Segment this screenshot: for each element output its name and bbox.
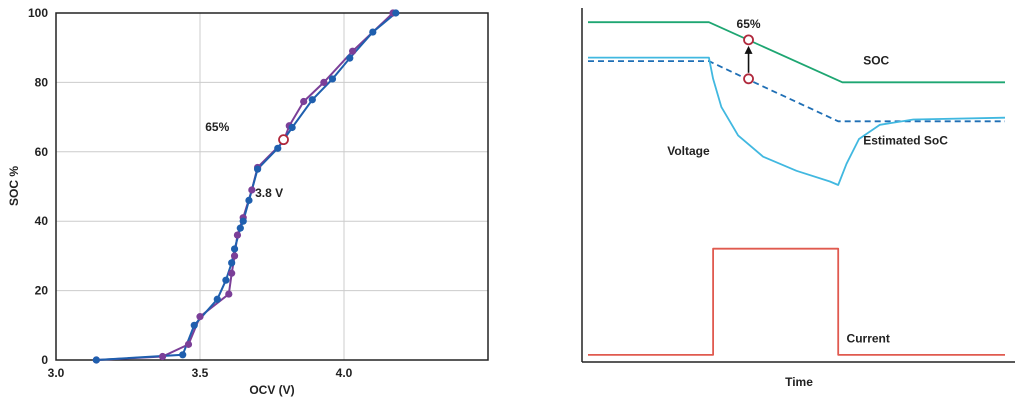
left-data-point-0 bbox=[184, 340, 193, 348]
left-y-tick-label: 20 bbox=[35, 284, 49, 298]
left-y-tick-label: 40 bbox=[35, 214, 49, 228]
left-data-point-1 bbox=[328, 75, 337, 83]
right-arrow-head bbox=[744, 45, 753, 54]
left-annotation: 65% bbox=[205, 120, 229, 134]
left-data-point-1 bbox=[92, 356, 100, 364]
right-series-line-estimated-soc bbox=[588, 60, 1005, 123]
left-annotations: 65% 3.8 V bbox=[205, 120, 283, 200]
left-data-point-1 bbox=[179, 351, 187, 359]
left-data-point-0 bbox=[158, 352, 167, 361]
left-data-point-1 bbox=[308, 96, 316, 104]
left-plot-frame bbox=[55, 12, 489, 361]
soc-vs-ocv-chart: 0 20 40 60 80 100 3.0 3.5 4.0 OCV (V) SOC % 65% 3… bbox=[7, 6, 489, 397]
right-highlight-marker bbox=[743, 73, 754, 85]
left-data-point-1 bbox=[245, 196, 253, 204]
left-data-point-1 bbox=[369, 28, 377, 36]
left-data-point-1 bbox=[236, 224, 244, 232]
left-data-point-1 bbox=[190, 321, 198, 329]
right-series-line-soc bbox=[588, 21, 1005, 84]
left-x-tick-label: 3.5 bbox=[192, 366, 209, 380]
left-y-tick-label: 80 bbox=[35, 75, 49, 89]
left-data-point-0 bbox=[225, 290, 233, 298]
left-x-tick-label: 4.0 bbox=[336, 366, 353, 380]
left-highlight-marker bbox=[278, 134, 289, 146]
right-series bbox=[588, 21, 1006, 356]
right-series-line-voltage bbox=[588, 56, 1006, 186]
left-data-point-0 bbox=[228, 269, 236, 277]
left-tick-labels: 0 20 40 60 80 100 3.0 3.5 4.0 bbox=[28, 6, 353, 380]
left-data-point-1 bbox=[239, 217, 247, 225]
left-data-point-1 bbox=[230, 245, 239, 253]
left-data-point-0 bbox=[230, 252, 239, 260]
left-data-point-1 bbox=[213, 295, 221, 303]
right-series-label: Estimated SoC bbox=[863, 133, 948, 147]
left-y-tick-label: 0 bbox=[41, 353, 48, 367]
right-series-label: SOC bbox=[863, 54, 889, 68]
left-data-point-0 bbox=[196, 313, 204, 321]
left-x-tick-label: 3.0 bbox=[48, 366, 65, 380]
left-data-point-0 bbox=[349, 47, 357, 55]
left-data-point-0 bbox=[233, 231, 242, 239]
left-series-line-1 bbox=[96, 12, 397, 361]
left-data-point-0 bbox=[320, 78, 328, 86]
left-data-point-1 bbox=[254, 165, 262, 173]
left-data-point-1 bbox=[228, 259, 236, 267]
left-data-point-1 bbox=[274, 144, 282, 152]
left-data-point-1 bbox=[346, 54, 354, 62]
left-data-point-1 bbox=[288, 123, 296, 132]
left-data-point-0 bbox=[300, 97, 308, 106]
left-data-point-0 bbox=[248, 186, 256, 194]
left-series-line-0 bbox=[96, 12, 394, 361]
soc-time-diagram: Time SOC Estimated SoC Voltage Current 65% bbox=[581, 8, 1015, 389]
left-data-point-1 bbox=[392, 9, 400, 17]
left-y-tick-label: 100 bbox=[28, 6, 48, 20]
left-y-axis-label: SOC % bbox=[7, 166, 21, 206]
right-series-label: Voltage bbox=[667, 144, 710, 158]
left-annotation: 3.8 V bbox=[255, 186, 283, 200]
right-annotations: 65% bbox=[737, 17, 761, 85]
right-highlight-marker bbox=[743, 34, 754, 46]
left-y-tick-label: 60 bbox=[35, 145, 49, 159]
right-highlight-label: 65% bbox=[737, 17, 761, 31]
left-x-axis-label: OCV (V) bbox=[249, 383, 294, 397]
right-series-line-current bbox=[588, 247, 1005, 356]
left-data-point-1 bbox=[222, 276, 230, 284]
left-series bbox=[92, 9, 400, 364]
right-series-labels: SOC Estimated SoC Voltage Current bbox=[667, 54, 948, 346]
right-series-label: Current bbox=[847, 332, 890, 346]
right-x-axis-label: Time bbox=[785, 375, 813, 389]
